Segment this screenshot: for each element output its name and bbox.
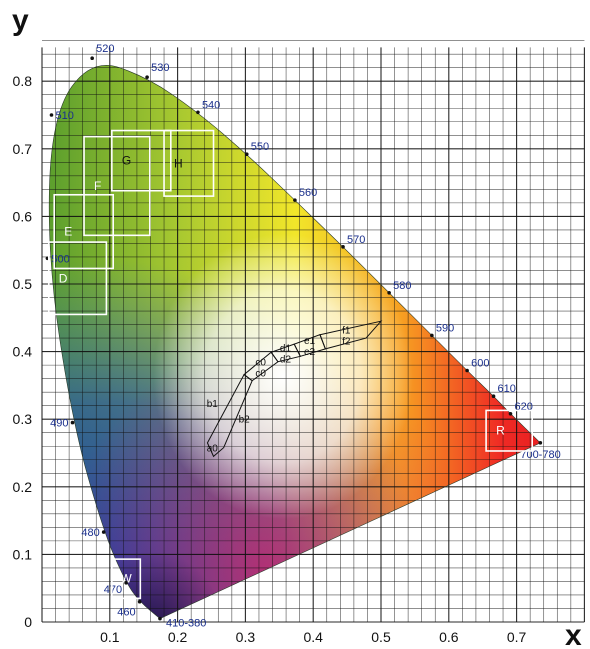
- box-label-d: D: [59, 271, 68, 285]
- wavelength-point: [244, 152, 249, 157]
- x-tick-label: 0.2: [168, 629, 188, 645]
- zone-label: e2: [304, 347, 316, 358]
- y-tick-label: 0.3: [13, 411, 33, 427]
- wavelength-point: [49, 113, 54, 117]
- locus-outline: [48, 65, 541, 619]
- x-tick-label: 0.7: [507, 629, 527, 645]
- wavelength-point: [465, 368, 469, 373]
- zone-label: f2: [342, 337, 351, 348]
- box-label-f: F: [94, 179, 101, 193]
- wavelength-label: 580: [393, 280, 411, 292]
- zone-label: e1: [304, 336, 316, 347]
- box-d: [47, 241, 108, 316]
- wavelength-label: 550: [251, 141, 269, 153]
- y-tick-label: 0.2: [13, 479, 33, 495]
- wavelength-point: [158, 616, 162, 621]
- wavelength-label: 520: [96, 43, 114, 55]
- wavelength-label: 480: [81, 527, 99, 539]
- wavelength-label: 500: [51, 253, 69, 265]
- wavelength-label: 590: [436, 322, 454, 334]
- wavelength-point: [137, 599, 142, 604]
- wavelength-label: 560: [299, 187, 317, 199]
- wavelength-point: [124, 580, 128, 585]
- zone-label: d2: [280, 355, 292, 366]
- x-axis-label: x: [565, 619, 582, 649]
- wavelength-label: 610: [498, 383, 516, 395]
- wavelength-point: [508, 411, 513, 416]
- zone-label: c0: [255, 368, 266, 379]
- wavelength-point: [293, 198, 297, 202]
- box-h: [163, 129, 215, 197]
- axis-ticks: 0.1 0.2 0.3 0.4 0.5 0.6 0.7 0 0.1 0.2 0.3 0.4 0.5 0.6…: [13, 73, 527, 645]
- wavelength-point: [341, 245, 345, 249]
- zone-label: b2: [239, 415, 251, 426]
- zone-polygon: [319, 320, 383, 350]
- grid: [41, 40, 585, 623]
- y-tick-label: 0.5: [13, 276, 33, 292]
- spectral-locus: 410-380 460 470 480 490 500 510 520 530 540 550 560…: [45, 43, 561, 630]
- zone-label: a0: [207, 444, 219, 455]
- y-tick-label: 0.4: [13, 344, 33, 360]
- y-axis-label: y: [12, 4, 29, 37]
- y-tick-label: 0: [24, 614, 32, 630]
- wavelength-point: [196, 110, 200, 115]
- wavelength-label: 410-380: [166, 618, 206, 630]
- y-tick-label: 0.1: [13, 546, 33, 562]
- x-tick-label: 0.3: [236, 629, 256, 645]
- box-label-w: W: [120, 572, 132, 586]
- wavelength-label: 540: [202, 99, 220, 111]
- y-tick-label: 0.8: [13, 73, 33, 89]
- box-f: [83, 135, 151, 237]
- box-r: [485, 409, 533, 452]
- zone-label: d1: [280, 344, 292, 355]
- wavelength-point: [101, 530, 106, 534]
- wavelength-point: [430, 333, 434, 338]
- zone-label: b1: [207, 399, 219, 410]
- wavelength-label: 470: [104, 584, 122, 596]
- y-tick-label: 0.6: [13, 208, 33, 224]
- wavelength-point: [538, 441, 543, 445]
- y-tick-label: 0.7: [13, 141, 33, 157]
- zone-label: f1: [342, 326, 351, 337]
- box-w: [111, 558, 142, 600]
- wavelength-label: 460: [117, 607, 135, 619]
- box-label-g: G: [122, 154, 131, 168]
- box-label-e: E: [64, 225, 72, 239]
- wavelength-point: [145, 75, 149, 79]
- x-tick-label: 0.4: [303, 629, 323, 645]
- wavelength-point: [491, 394, 496, 399]
- wavelength-label: 570: [347, 234, 365, 246]
- wavelength-label: 700-780: [520, 449, 560, 461]
- wavelength-point: [90, 56, 94, 61]
- x-tick-label: 0.1: [100, 629, 120, 645]
- x-tick-label: 0.5: [371, 629, 391, 645]
- wavelength-point: [70, 420, 75, 425]
- box-label-h: H: [174, 156, 183, 170]
- box-g: [111, 129, 172, 192]
- wavelength-point: [387, 290, 391, 295]
- zone-label: c0: [255, 357, 266, 368]
- x-tick-label: 0.6: [439, 629, 459, 645]
- wavelength-label: 600: [471, 358, 489, 370]
- box-label-r: R: [496, 424, 505, 438]
- wavelength-label: 530: [151, 62, 169, 74]
- signal-color-boxes: W D E F G H R: [47, 129, 533, 600]
- wavelength-label: 510: [55, 110, 73, 122]
- wavelength-label: 490: [50, 418, 68, 430]
